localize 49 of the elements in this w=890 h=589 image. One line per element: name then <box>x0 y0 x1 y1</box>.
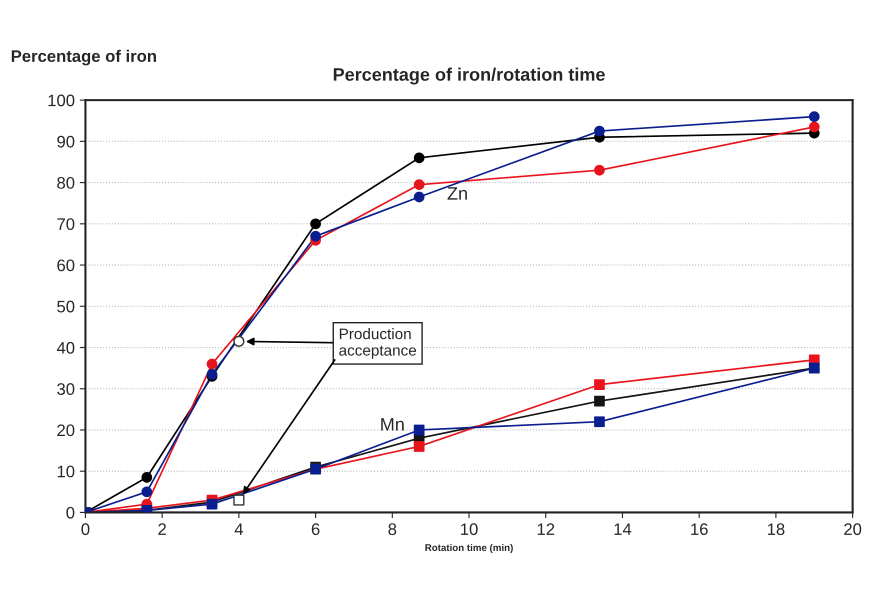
point <box>206 358 218 370</box>
x-tick-label: 20 <box>844 523 862 536</box>
x-axis-title: Rotation time (min) <box>425 544 513 553</box>
point <box>141 472 152 483</box>
point <box>310 230 321 242</box>
annotation: Zn <box>448 187 467 200</box>
point <box>414 441 425 452</box>
x-tick-label: 12 <box>538 523 554 535</box>
point <box>594 379 605 390</box>
chart-title: Percentage of iron/rotation time <box>334 68 605 85</box>
point <box>141 486 152 498</box>
point <box>414 152 425 164</box>
point <box>594 126 605 136</box>
y-tick-label: 100 <box>48 94 74 106</box>
annotation: Mn <box>381 418 404 431</box>
x-tick-label: 16 <box>691 523 708 536</box>
point <box>206 498 218 510</box>
x-tick-label: 18 <box>768 523 784 536</box>
x-tick-label: 2 <box>158 523 166 535</box>
point <box>808 122 820 132</box>
y-tick-label: 70 <box>57 218 74 230</box>
point <box>414 179 425 190</box>
x-tick-label: 6 <box>312 523 320 536</box>
x-tick-label: 14 <box>614 523 632 535</box>
point <box>808 111 820 122</box>
x-tick-label: 8 <box>388 523 396 536</box>
y-axis-title: Percentage of iron <box>12 50 156 66</box>
point <box>233 494 244 506</box>
y-tick-label: 10 <box>58 466 74 478</box>
y-tick-label: 30 <box>57 383 74 395</box>
point <box>594 164 605 176</box>
x-tick-label: 0 <box>81 523 90 536</box>
y-tick-label: 90 <box>57 136 74 148</box>
y-tick-label: 40 <box>56 342 74 354</box>
point <box>414 192 425 202</box>
point <box>594 396 605 406</box>
point <box>310 218 321 230</box>
y-tick-label: 60 <box>57 259 74 272</box>
point <box>233 336 244 347</box>
annotation: Production acceptance <box>339 328 416 359</box>
point <box>414 424 425 436</box>
point <box>206 368 218 380</box>
x-tick-label: 10 <box>461 523 478 536</box>
y-tick-label: 80 <box>57 176 74 189</box>
y-tick-label: 0 <box>66 506 74 519</box>
y-tick-label: 20 <box>57 424 74 436</box>
x-tick-label: 4 <box>234 523 244 535</box>
y-tick-label: 50 <box>57 300 74 312</box>
point <box>594 416 605 428</box>
